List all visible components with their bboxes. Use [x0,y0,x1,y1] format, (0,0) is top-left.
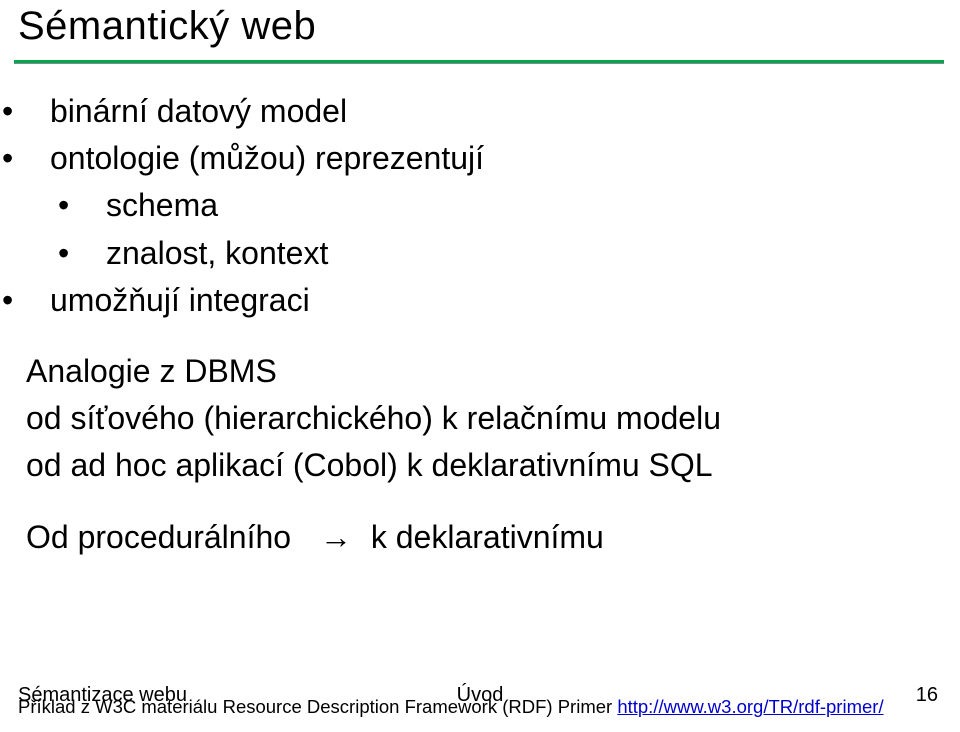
footnote: Příklad z W3C materiálu Resource Descrip… [18,696,884,718]
slide-title: Sémantický web [18,4,316,49]
bullet-level1: •binární datový model [26,90,926,133]
analogy-line: od síťového (hierarchického) k relačnímu… [26,397,926,440]
bullet-text: znalost, kontext [106,235,328,271]
bullet-glyph: • [26,137,50,180]
footnote-text: Příklad z W3C materiálu Resource Descrip… [18,696,617,717]
footer-page-number: 16 [916,684,938,707]
bullet-level1: •ontologie (můžou) reprezentují [26,137,926,180]
arrow-icon: → [300,516,362,559]
bullet-text: schema [106,187,218,223]
slide: Sémantický web •binární datový model •on… [0,0,960,732]
procedural-line: Od procedurálního → k deklarativnímu [26,516,926,559]
bullet-glyph: • [82,184,106,227]
bullet-glyph: • [82,232,106,275]
procedural-left: Od procedurálního [26,519,291,555]
bullet-text: umožňují integraci [50,282,310,318]
slide-body: •binární datový model •ontologie (můžou)… [26,90,926,559]
bullet-glyph: • [26,90,50,133]
bullet-text: binární datový model [50,93,347,129]
bullet-level2: •znalost, kontext [82,232,926,275]
analogy-heading: Analogie z DBMS [26,350,926,393]
bullet-text: ontologie (můžou) reprezentují [50,140,484,176]
title-underline [14,60,944,64]
procedural-right: k deklarativnímu [371,519,604,555]
bullet-level1: •umožňují integraci [26,279,926,322]
bullet-glyph: • [26,279,50,322]
bullet-level2: •schema [82,184,926,227]
analogy-line: od ad hoc aplikací (Cobol) k deklarativn… [26,444,926,487]
footnote-link[interactable]: http://www.w3.org/TR/rdf-primer/ [617,696,883,717]
